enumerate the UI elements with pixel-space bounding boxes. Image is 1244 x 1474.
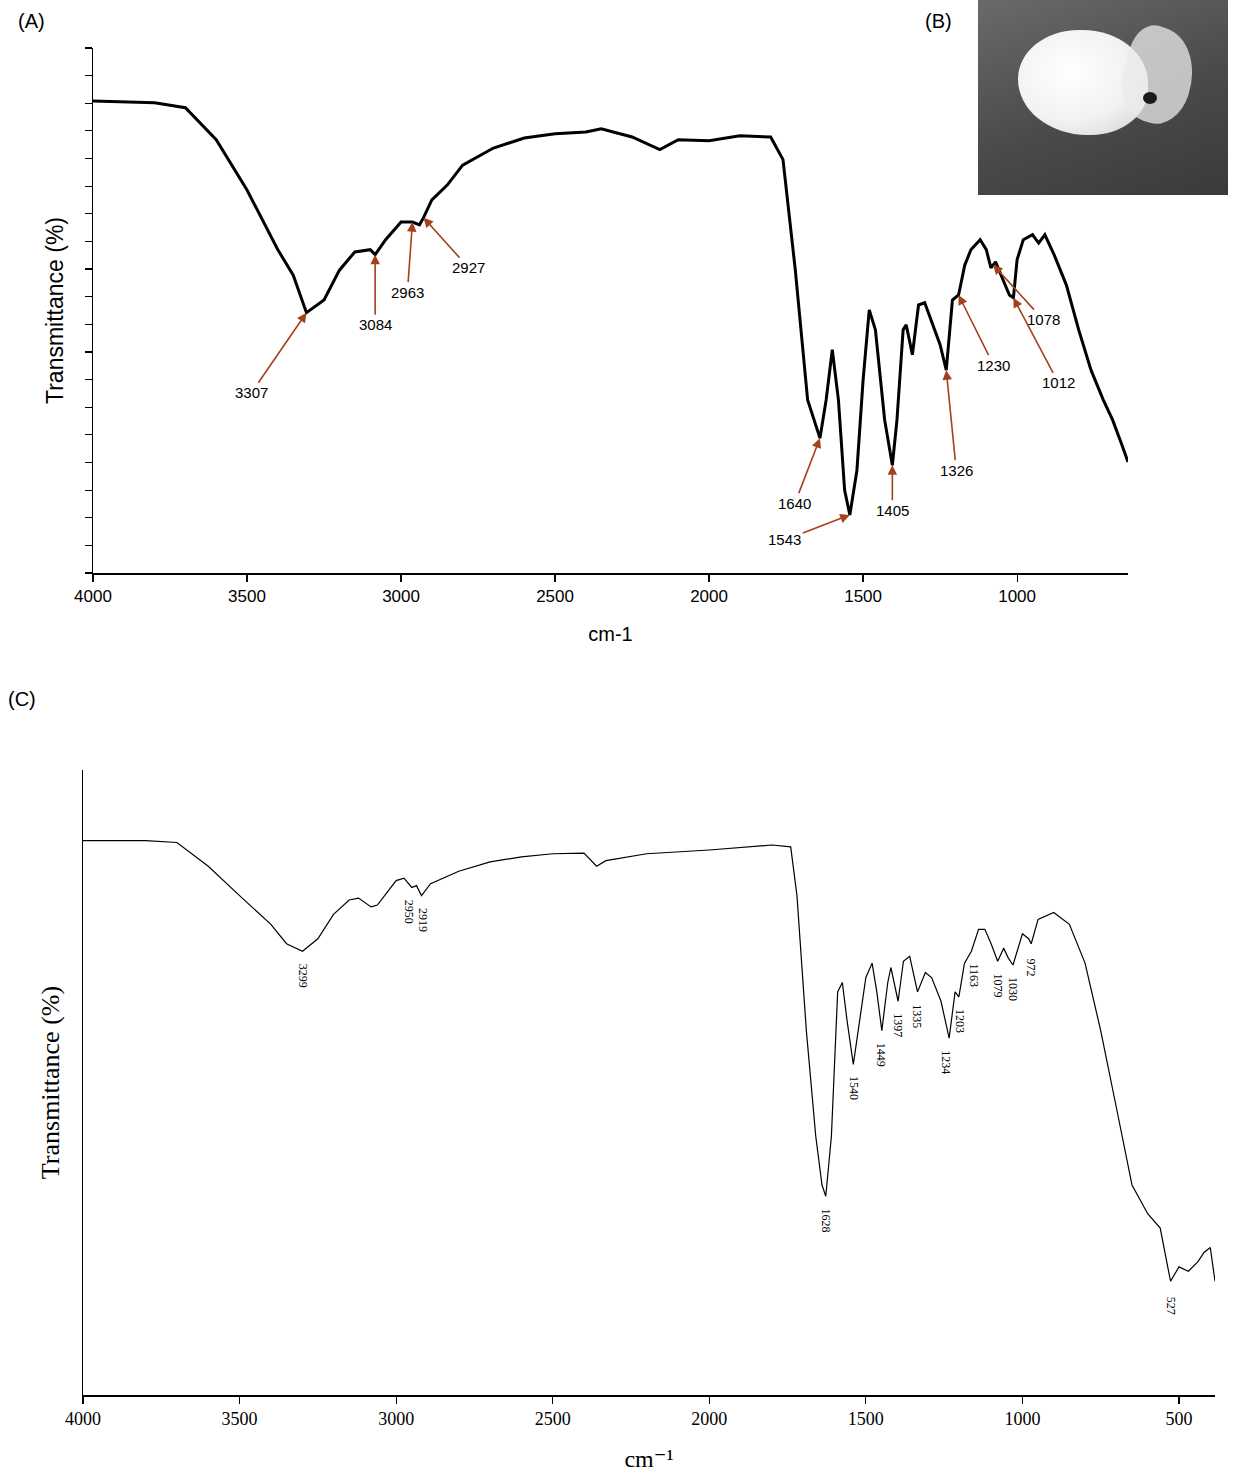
svg-text:2950: 2950 xyxy=(402,900,416,924)
svg-text:527: 527 xyxy=(1164,1297,1178,1315)
svg-text:1540: 1540 xyxy=(847,1076,861,1100)
svg-text:2500: 2500 xyxy=(535,1409,571,1429)
svg-text:3084: 3084 xyxy=(359,316,392,333)
svg-text:1000: 1000 xyxy=(998,587,1036,606)
svg-text:1500: 1500 xyxy=(848,1409,884,1429)
svg-text:1335: 1335 xyxy=(910,1004,924,1028)
svg-text:1500: 1500 xyxy=(844,587,882,606)
svg-text:1012: 1012 xyxy=(1042,374,1075,391)
svg-text:1449: 1449 xyxy=(874,1043,888,1067)
svg-text:Transmittance (%): Transmittance (%) xyxy=(36,986,65,1179)
svg-text:4000: 4000 xyxy=(74,587,112,606)
svg-text:3299: 3299 xyxy=(296,964,310,988)
svg-text:1326: 1326 xyxy=(940,462,973,479)
svg-text:1203: 1203 xyxy=(953,1009,967,1033)
svg-text:2963: 2963 xyxy=(391,284,424,301)
svg-text:1405: 1405 xyxy=(876,502,909,519)
svg-text:1030: 1030 xyxy=(1006,977,1020,1001)
svg-text:Transmittance (%): Transmittance (%) xyxy=(42,217,68,404)
svg-text:972: 972 xyxy=(1024,959,1038,977)
svg-text:3500: 3500 xyxy=(228,587,266,606)
svg-text:3000: 3000 xyxy=(378,1409,414,1429)
svg-text:1628: 1628 xyxy=(819,1208,833,1232)
svg-text:2919: 2919 xyxy=(416,908,430,932)
svg-text:2000: 2000 xyxy=(690,587,728,606)
svg-text:1230: 1230 xyxy=(977,357,1010,374)
svg-text:1397: 1397 xyxy=(891,1013,905,1037)
svg-text:2000: 2000 xyxy=(691,1409,727,1429)
svg-text:1163: 1163 xyxy=(967,963,981,987)
html-text:(B): (B) xyxy=(925,10,952,32)
svg-text:1079: 1079 xyxy=(991,974,1005,998)
svg-text:3500: 3500 xyxy=(222,1409,258,1429)
svg-text:500: 500 xyxy=(1165,1409,1192,1429)
svg-text:2927: 2927 xyxy=(452,259,485,276)
svg-text:1640: 1640 xyxy=(778,495,811,512)
svg-text:1234: 1234 xyxy=(939,1050,953,1074)
html-text:(A): (A) xyxy=(18,10,45,32)
svg-text:4000: 4000 xyxy=(65,1409,101,1429)
svg-text:3307: 3307 xyxy=(235,384,268,401)
svg-text:2500: 2500 xyxy=(536,587,574,606)
svg-text:cm-1: cm-1 xyxy=(588,623,632,645)
svg-text:1543: 1543 xyxy=(768,531,801,548)
svg-text:cm⁻¹: cm⁻¹ xyxy=(624,1446,673,1472)
svg-text:3000: 3000 xyxy=(382,587,420,606)
svg-text:1078: 1078 xyxy=(1027,311,1060,328)
svg-text:1000: 1000 xyxy=(1004,1409,1040,1429)
html-text:(C): (C) xyxy=(8,688,36,710)
